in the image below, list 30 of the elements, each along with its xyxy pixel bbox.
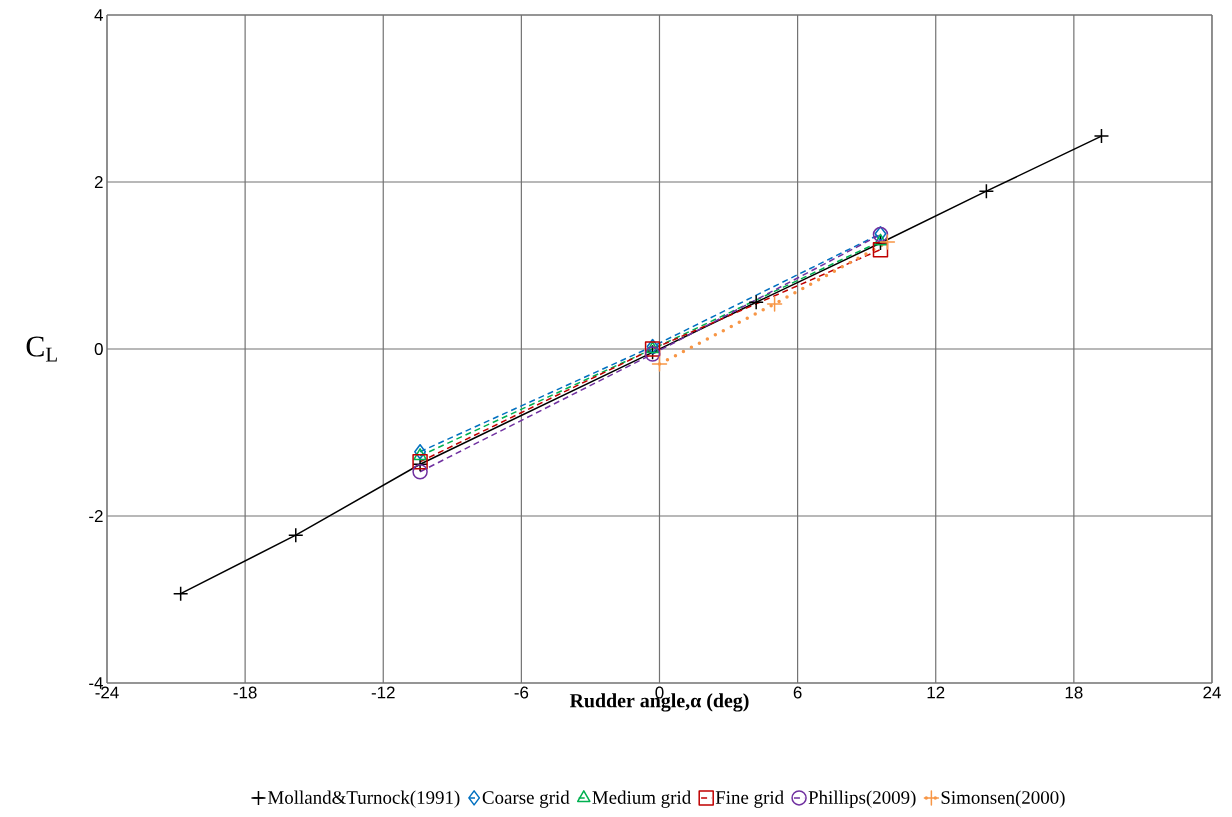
point: [873, 233, 888, 246]
point: [1093, 128, 1110, 144]
point: [413, 448, 427, 461]
y-tick-label: 0: [94, 343, 103, 355]
x-tick-label: 6: [793, 686, 802, 699]
x-tick-label: 24: [1203, 686, 1221, 699]
point: [414, 443, 427, 460]
legend-label: Molland&Turnock(1991): [268, 790, 460, 808]
point: [412, 464, 428, 480]
y-tick-label: 4: [94, 9, 103, 21]
x-tick-label: 12: [927, 686, 945, 699]
point: [288, 527, 304, 543]
y-tick-label: 2: [94, 176, 103, 188]
x-tick-label: 18: [1065, 686, 1083, 699]
x-tick-label: -12: [371, 686, 395, 699]
legend-label: Fine grid: [715, 790, 784, 808]
legend-label: Simonsen(2000): [941, 790, 1065, 808]
y-tick-label: -2: [89, 510, 103, 522]
point: [651, 356, 668, 372]
point: [748, 294, 764, 310]
x-tick-label: -6: [514, 686, 529, 699]
point: [172, 585, 189, 602]
legend-label: Coarse grid: [482, 790, 570, 808]
point: [766, 296, 783, 312]
x-tick-label: -18: [233, 686, 257, 699]
point: [879, 234, 896, 250]
legend-label: Medium grid: [592, 790, 691, 808]
y-axis-title: C$_{L}$: [26, 336, 57, 362]
point: [978, 183, 995, 199]
legend-label: Phillips(2009): [808, 790, 916, 808]
